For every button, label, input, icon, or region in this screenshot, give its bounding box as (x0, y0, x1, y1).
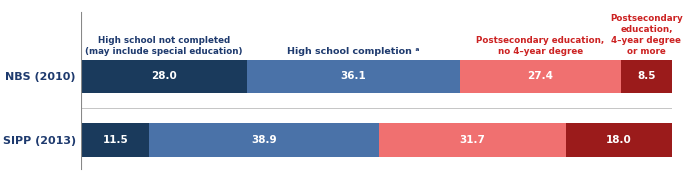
Text: 28.0: 28.0 (151, 71, 177, 81)
Text: Postsecondary education,
no 4–year degree: Postsecondary education, no 4–year degre… (476, 36, 605, 56)
Bar (460, 60, 621, 93)
Bar (81, 60, 247, 93)
Bar (247, 60, 460, 93)
Bar (149, 123, 379, 157)
Text: 18.0: 18.0 (606, 135, 632, 145)
Bar (379, 123, 566, 157)
Text: 27.4: 27.4 (528, 71, 554, 81)
Text: 31.7: 31.7 (460, 135, 485, 145)
Text: High school not completed
(may include special education): High school not completed (may include s… (85, 36, 243, 56)
Text: 11.5: 11.5 (103, 135, 128, 145)
Bar (566, 123, 672, 157)
Text: High school completion ᵃ: High school completion ᵃ (287, 47, 420, 56)
Text: Postsecondary
education,
4–year degree
or more: Postsecondary education, 4–year degree o… (610, 14, 682, 56)
Text: 38.9: 38.9 (251, 135, 277, 145)
Bar (81, 123, 149, 157)
Bar (621, 60, 671, 93)
Text: 36.1: 36.1 (341, 71, 366, 81)
Text: 8.5: 8.5 (637, 71, 656, 81)
